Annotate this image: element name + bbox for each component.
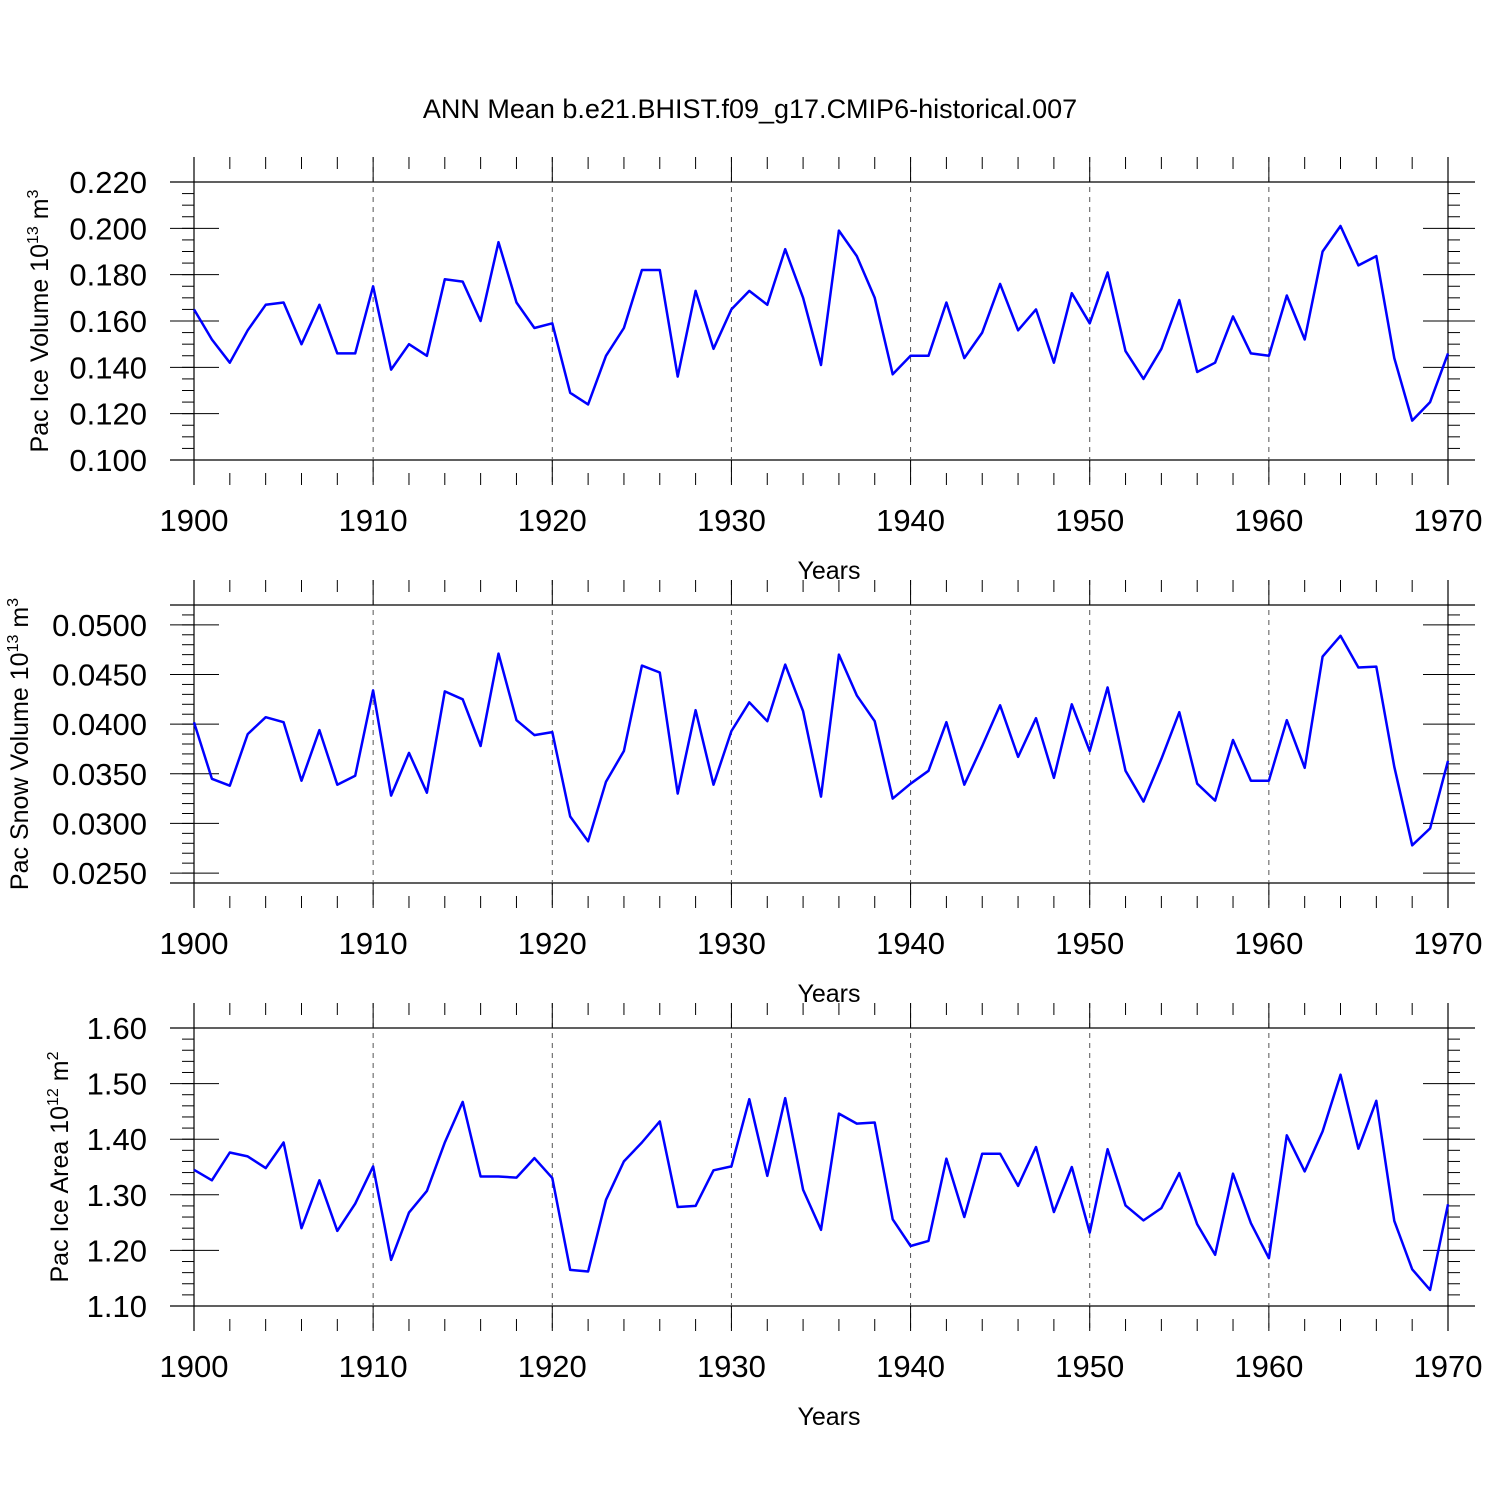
y-axis-title-unit-exponent: 3	[5, 598, 22, 607]
y-axis-title: Pac Snow Volume 1013 m3	[5, 598, 34, 890]
x-tick-label: 1970	[1414, 926, 1483, 961]
series-line	[194, 226, 1448, 421]
x-tick-label: 1930	[697, 503, 766, 538]
x-tick-label: 1960	[1234, 503, 1303, 538]
y-axis-title-main: Pac Ice Area 10	[46, 1106, 74, 1283]
y-tick-label: 0.0450	[52, 658, 147, 693]
x-tick-label: 1960	[1234, 1349, 1303, 1384]
y-tick-label: 1.50	[87, 1067, 147, 1102]
y-tick-label: 0.220	[69, 165, 147, 200]
x-tick-label: 1920	[518, 503, 587, 538]
y-axis-title-unit-exponent: 2	[45, 1051, 62, 1060]
y-tick-label: 0.200	[69, 211, 147, 246]
y-axis-title-exponent: 12	[45, 1088, 62, 1106]
x-tick-label: 1920	[518, 926, 587, 961]
x-tick-label: 1970	[1414, 503, 1483, 538]
x-tick-label: 1940	[876, 1349, 945, 1384]
y-axis-title-main: Pac Ice Volume 10	[26, 244, 54, 452]
y-axis-title: Pac Ice Area 1012 m2	[45, 1051, 74, 1282]
x-axis-title: Years	[797, 980, 860, 1008]
y-tick-label: 0.100	[69, 443, 147, 478]
y-tick-label: 0.180	[69, 258, 147, 293]
y-tick-label: 0.140	[69, 350, 147, 385]
y-tick-label: 1.10	[87, 1289, 147, 1324]
y-tick-label: 0.0250	[52, 856, 147, 891]
y-axis-title-unit: m	[26, 198, 54, 226]
y-tick-label: 1.40	[87, 1122, 147, 1157]
chart-panel-3: 1900 1910 1920 1930 1940 1950 1960 1970 Years 1.1…	[45, 1003, 1482, 1431]
x-tick-label: 1940	[876, 503, 945, 538]
y-axis-title-exponent: 13	[5, 635, 22, 653]
x-tick-label: 1950	[1055, 926, 1124, 961]
x-axis-title: Years	[797, 1403, 860, 1431]
x-tick-label: 1910	[339, 1349, 408, 1384]
y-axis-title-unit: m	[46, 1060, 74, 1088]
series-line	[194, 1075, 1448, 1290]
y-tick-label: 0.0500	[52, 608, 147, 643]
y-axis-title-exponent: 13	[25, 226, 42, 244]
y-tick-label: 1.30	[87, 1178, 147, 1213]
y-tick-label: 1.60	[87, 1011, 147, 1046]
x-tick-label: 1960	[1234, 926, 1303, 961]
x-tick-label: 1900	[160, 503, 229, 538]
x-tick-label: 1950	[1055, 503, 1124, 538]
y-axis-title-main: Pac Snow Volume 10	[6, 652, 34, 890]
y-axis-title: Pac Ice Volume 1013 m3	[25, 189, 54, 452]
y-tick-label: 0.0400	[52, 707, 147, 742]
x-tick-label: 1950	[1055, 1349, 1124, 1384]
x-axis-title: Years	[797, 557, 860, 585]
series-line	[194, 636, 1448, 846]
x-tick-label: 1930	[697, 926, 766, 961]
y-tick-label: 0.160	[69, 304, 147, 339]
y-axis-title-unit: m	[6, 607, 34, 635]
x-tick-label: 1900	[160, 1349, 229, 1384]
y-tick-label: 0.120	[69, 397, 147, 432]
x-tick-label: 1910	[339, 926, 408, 961]
x-tick-label: 1900	[160, 926, 229, 961]
y-tick-label: 0.0300	[52, 806, 147, 841]
x-tick-label: 1940	[876, 926, 945, 961]
chart-panel-1: 1900 1910 1920 1930 1940 1950 1960 1970 Years 0.1…	[25, 157, 1482, 585]
x-tick-label: 1930	[697, 1349, 766, 1384]
chart-figure: ANN Mean b.e21.BHIST.f09_g17.CMIP6-histo…	[0, 0, 1500, 1500]
y-axis-title-unit-exponent: 3	[25, 189, 42, 198]
x-tick-label: 1920	[518, 1349, 587, 1384]
x-tick-label: 1910	[339, 503, 408, 538]
y-tick-label: 0.0350	[52, 757, 147, 792]
x-tick-label: 1970	[1414, 1349, 1483, 1384]
chart-title: ANN Mean b.e21.BHIST.f09_g17.CMIP6-histo…	[423, 94, 1077, 124]
chart-panel-2: 1900 1910 1920 1930 1940 1950 1960 1970 Years 0.0…	[5, 580, 1482, 1008]
y-tick-label: 1.20	[87, 1233, 147, 1268]
